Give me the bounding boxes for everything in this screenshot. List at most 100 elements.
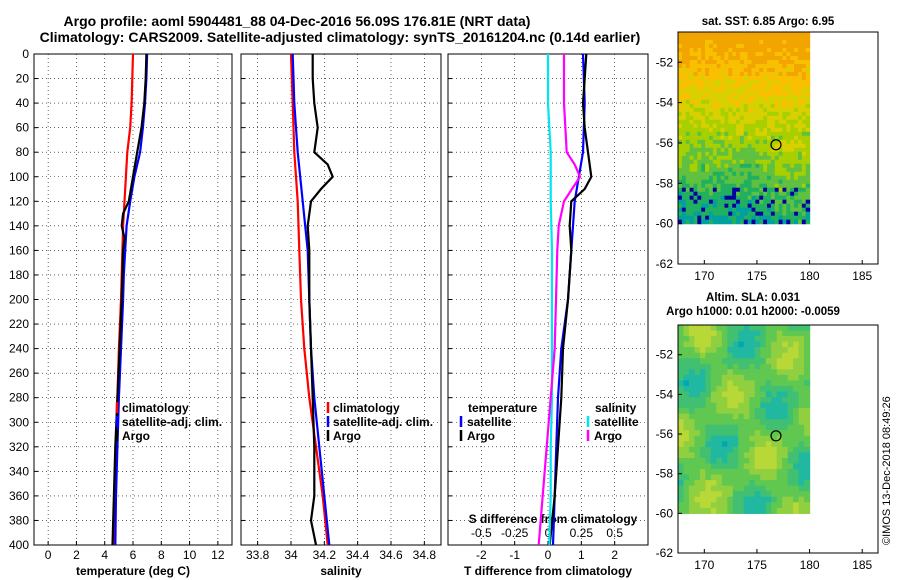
map-cell: [805, 87, 811, 93]
map-cell: [747, 131, 753, 137]
map-cell: [716, 79, 722, 85]
map-cell: [736, 123, 741, 129]
map-cell: [720, 187, 726, 193]
map-cell: [767, 207, 772, 213]
map-cell: [724, 87, 729, 93]
map-cell: [721, 491, 728, 498]
map-cell: [681, 175, 687, 181]
map-cell: [754, 330, 761, 337]
map-cell: [759, 59, 764, 65]
map-cell: [716, 435, 723, 442]
map-cell: [776, 491, 783, 498]
legend-label: Argo: [122, 429, 150, 443]
map-cell: [716, 55, 722, 61]
map-cell: [794, 115, 799, 121]
map-cell: [712, 63, 718, 69]
map-cell: [770, 155, 776, 161]
map-cell: [793, 352, 800, 359]
map-cell: [724, 187, 729, 193]
map-cell: [794, 75, 799, 81]
y-tick-label: 200: [9, 293, 29, 307]
map-cell: [771, 336, 778, 343]
map-x-tick-label: 185: [852, 558, 872, 572]
map-cell: [793, 480, 800, 487]
map-cell: [693, 131, 698, 137]
map-cell: [786, 95, 791, 101]
map-cell: [705, 347, 712, 354]
map-cell: [716, 325, 723, 332]
map-cell: [755, 215, 760, 221]
map-cell: [708, 35, 714, 41]
map-cell: [760, 457, 767, 465]
map-cell: [693, 215, 698, 221]
map-cell: [747, 83, 753, 89]
map-y-tick-label: -56: [656, 427, 674, 441]
map-cell: [765, 408, 772, 415]
map-cell: [751, 175, 756, 181]
legend-label: satellite-adj. clim.: [333, 415, 433, 429]
map-cell: [805, 115, 811, 121]
map-x-tick-label: 180: [800, 269, 820, 283]
map-cell: [724, 139, 729, 145]
map-cell: [749, 385, 756, 393]
map-cell: [804, 341, 811, 348]
map-cell: [790, 199, 795, 205]
map-cell: [786, 151, 791, 157]
map-cell: [763, 147, 768, 153]
map-cell: [739, 191, 745, 197]
map-cell: [701, 51, 706, 57]
map-cell: [794, 32, 799, 37]
map-cell: [760, 435, 767, 442]
map-cell: [716, 99, 722, 105]
map-cell: [732, 325, 739, 332]
map-cell: [716, 457, 723, 465]
map-x-tick-label: 170: [694, 269, 714, 283]
map-cell: [708, 99, 714, 105]
map-cell: [759, 191, 764, 197]
map-cell: [771, 457, 778, 465]
map-cell: [736, 211, 741, 217]
map-cell: [689, 135, 695, 141]
map-cell: [743, 75, 749, 81]
map-cell: [797, 171, 803, 177]
map-cell: [786, 131, 791, 137]
map-cell: [804, 325, 811, 332]
map-cell: [727, 419, 734, 426]
map-cell: [705, 397, 712, 404]
map-cell: [712, 163, 718, 169]
legend-label: satellite-adj. clim.: [122, 415, 222, 429]
map-cell: [782, 446, 789, 454]
map-cell: [754, 502, 761, 509]
map-cell: [754, 496, 761, 503]
map-cell: [724, 203, 729, 209]
map-cell: [716, 179, 722, 185]
map-cell: [728, 179, 733, 185]
map-cell: [794, 99, 799, 105]
map-cell: [794, 39, 799, 45]
map-cell: [697, 139, 702, 145]
map-cell: [759, 199, 764, 205]
map-cell: [805, 51, 811, 57]
map-cell: [743, 32, 749, 37]
map-cell: [685, 179, 691, 185]
map-cell: [736, 195, 741, 201]
map-cell: [755, 123, 760, 129]
map-cell: [786, 51, 791, 57]
map-cell: [774, 43, 780, 49]
map-cell: [736, 155, 741, 161]
map-cell: [793, 363, 800, 370]
map-cell: [786, 119, 791, 125]
map-cell: [782, 435, 789, 442]
map-cell: [736, 219, 741, 225]
map-cell: [708, 187, 714, 193]
map-cell: [747, 87, 753, 93]
map-cell: [678, 187, 683, 193]
map-cell: [724, 195, 729, 201]
map-cell: [736, 147, 741, 153]
map-cell: [754, 358, 761, 365]
map-cell: [699, 452, 707, 459]
map-cell: [701, 135, 706, 141]
map-cell: [776, 385, 783, 393]
map-cell: [727, 352, 734, 359]
map-cell: [738, 446, 745, 454]
